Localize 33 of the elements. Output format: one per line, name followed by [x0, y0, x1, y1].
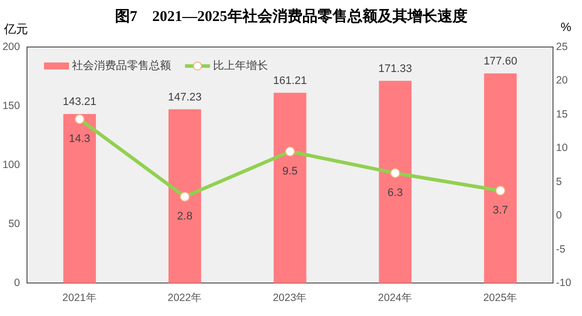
y-tick-label: 0: [14, 277, 20, 289]
legend-label: 比上年增长: [213, 59, 268, 72]
x-tick-label: 2023年: [272, 292, 308, 304]
data-label: 161.21: [273, 74, 307, 87]
data-label: 9.5: [282, 166, 298, 178]
chart-title: 图7 2021—2025年社会消费品零售总额及其增长速度: [114, 7, 468, 25]
y-axis-title: 亿元: [3, 22, 28, 36]
y-tick-label: 200: [2, 41, 20, 53]
y2-tick-label: 0: [556, 210, 562, 222]
data-label: 143.21: [62, 96, 96, 108]
y2-tick-label: 10: [556, 142, 568, 154]
legend-label: 社会消费品零售总额: [72, 59, 171, 72]
data-label: 6.3: [388, 187, 403, 200]
x-tick-label: 2022年: [168, 292, 202, 304]
data-label: 177.60: [484, 55, 518, 68]
y-tick-label: 50: [8, 218, 20, 230]
data-label: 14.3: [68, 133, 90, 146]
data-label: 3.7: [492, 204, 508, 217]
y2-axis-title: %: [560, 20, 572, 34]
y2-tick-label: 25: [556, 41, 568, 53]
x-tick-label: 2021年: [62, 292, 97, 304]
y2-tick-label: -10: [556, 277, 572, 289]
data-label: 147.23: [168, 91, 202, 104]
y-tick-label: 150: [2, 100, 20, 112]
y2-tick-label: -5: [556, 243, 566, 256]
y2-tick-label: 20: [556, 74, 568, 87]
y-tick-label: 100: [2, 159, 20, 171]
y2-tick-label: 15: [556, 108, 568, 120]
data-label: 171.33: [378, 62, 412, 75]
x-tick-label: 2024年: [378, 292, 412, 304]
x-tick-label: 2025年: [483, 292, 518, 304]
data-label: 2.8: [177, 210, 192, 223]
y2-tick-label: 5: [556, 176, 562, 188]
